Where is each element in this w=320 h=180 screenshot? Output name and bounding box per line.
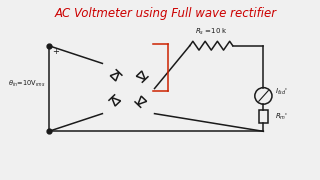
Text: $I_{fsd}$': $I_{fsd}$' [275, 87, 288, 97]
Text: +: + [52, 46, 59, 55]
Text: $\theta_{in}$=10V$_{rms}$: $\theta_{in}$=10V$_{rms}$ [8, 79, 46, 89]
Bar [259, 110, 268, 123]
Text: $R_m$': $R_m$' [275, 111, 288, 122]
Text: AC Voltmeter using Full wave rectifier: AC Voltmeter using Full wave rectifier [54, 7, 276, 20]
Text: $R_s$ =10 k: $R_s$ =10 k [195, 27, 228, 37]
